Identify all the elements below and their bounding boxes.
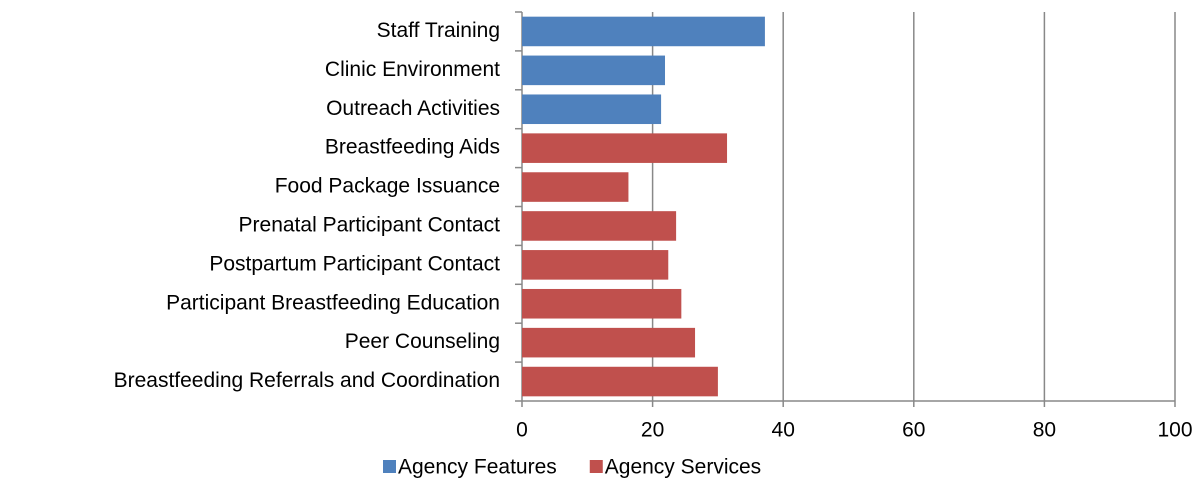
bar	[522, 133, 728, 163]
x-tick-label: 0	[516, 419, 528, 442]
legend-label: Agency Services	[605, 456, 761, 479]
y-tick-label: Staff Training	[377, 19, 500, 42]
bar	[522, 211, 677, 241]
y-tick-label: Food Package Issuance	[275, 175, 500, 198]
y-tick-label: Postpartum Participant Contact	[209, 252, 500, 275]
x-tick-label: 60	[902, 419, 925, 442]
bar	[522, 366, 718, 397]
legend-swatch	[383, 460, 396, 473]
bar	[522, 16, 765, 47]
bar	[522, 288, 682, 319]
y-tick-label: Breastfeeding Referrals and Coordination	[114, 369, 500, 392]
bar	[522, 55, 666, 86]
bar	[522, 94, 662, 125]
bar	[522, 250, 669, 280]
x-tick-label: 100	[1157, 419, 1192, 442]
x-tick-label: 80	[1033, 419, 1056, 442]
bar	[522, 327, 696, 358]
y-tick-label: Breastfeeding Aids	[325, 136, 500, 159]
y-tick-label: Prenatal Participant Contact	[239, 213, 501, 236]
legend-swatch	[589, 460, 603, 473]
y-tick-label: Clinic Environment	[325, 58, 500, 81]
y-tick-label: Participant Breastfeeding Education	[166, 291, 500, 314]
x-tick-label: 20	[641, 419, 664, 442]
bar	[522, 172, 629, 202]
x-tick-label: 40	[772, 419, 795, 442]
y-tick-label: Peer Counseling	[345, 330, 500, 353]
y-tick-label: Outreach Activities	[326, 97, 500, 120]
legend-label: Agency Features	[398, 456, 557, 479]
